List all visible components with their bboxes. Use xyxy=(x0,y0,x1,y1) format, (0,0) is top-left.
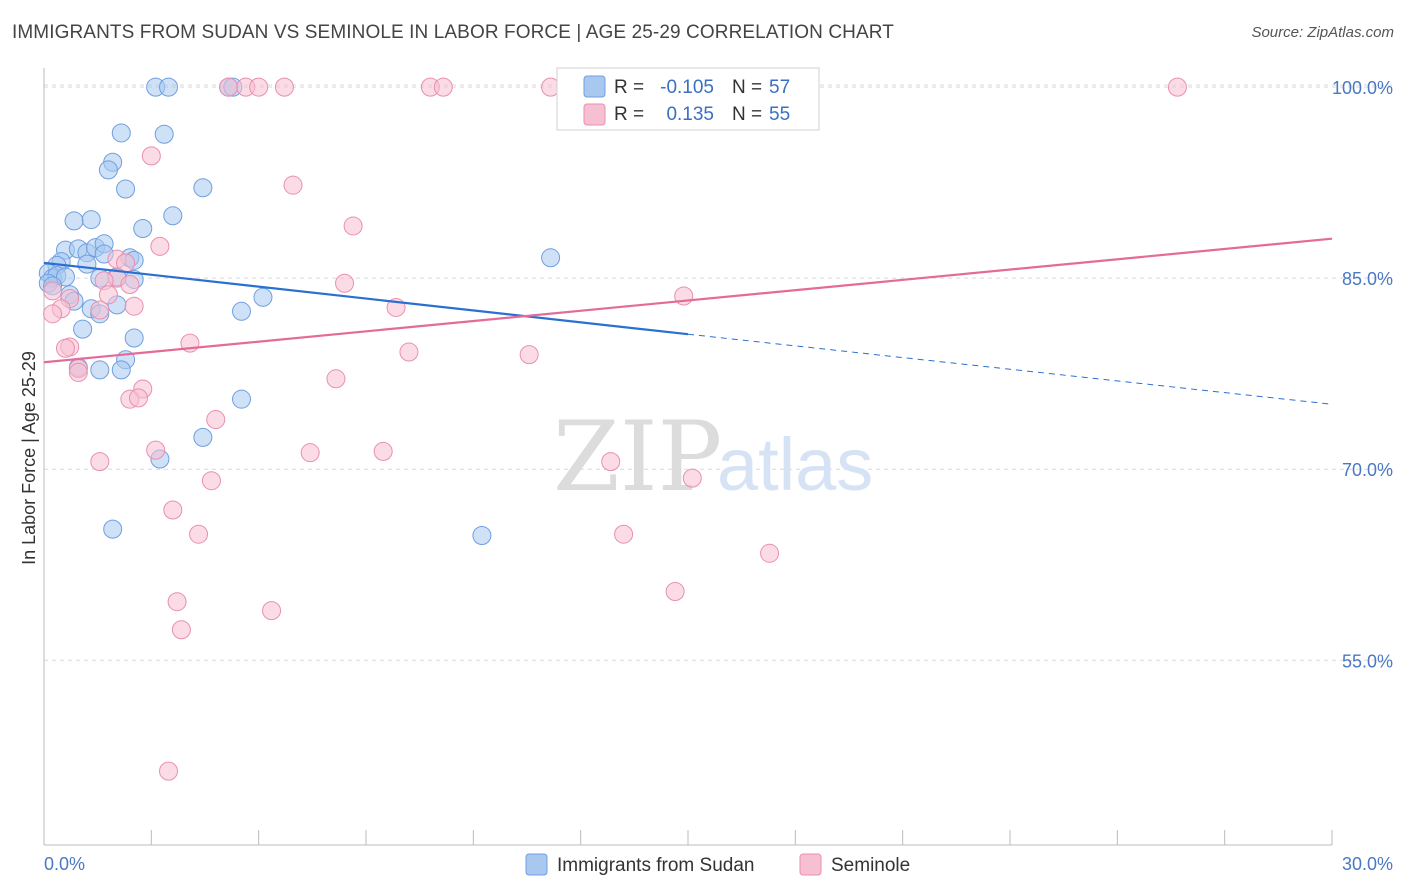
sudan-point xyxy=(154,124,174,144)
sudan-point xyxy=(116,179,136,199)
y-tick-label: 85.0% xyxy=(1342,269,1393,289)
x-tick-label-min: 0.0% xyxy=(44,854,85,874)
watermark: ZIP atlas xyxy=(553,401,873,513)
watermark-zip: ZIP xyxy=(553,401,722,513)
legend-n-value-seminole: 55 xyxy=(769,104,790,125)
trend-line-sudan-extension xyxy=(687,333,1333,405)
seminole-point xyxy=(283,175,303,195)
y-tick-label: 100.0% xyxy=(1332,78,1393,98)
seminole-point xyxy=(55,338,75,358)
legend-r-value-sudan: -0.105 xyxy=(660,77,714,98)
seminole-point xyxy=(249,77,269,97)
legend-n-label-seminole: N = xyxy=(732,104,762,125)
sudan-point xyxy=(231,389,251,409)
sudan-point xyxy=(111,360,131,380)
source-label: Source: ZipAtlas.com xyxy=(1251,24,1394,41)
seminole-point xyxy=(682,468,702,488)
seminole-point xyxy=(163,500,183,520)
sudan-point xyxy=(133,218,153,238)
seminole-point xyxy=(150,236,170,256)
seminole-point xyxy=(201,471,221,491)
seminole-point xyxy=(262,601,282,621)
seminole-point xyxy=(399,342,419,362)
watermark-atlas: atlas xyxy=(717,423,873,506)
seminole-point xyxy=(141,146,161,166)
seminole-point xyxy=(90,452,110,472)
gridlines xyxy=(44,84,1393,661)
bottom-legend-swatch-sudan xyxy=(525,853,548,876)
seminole-point xyxy=(373,441,393,461)
legend-r-label-sudan: R = xyxy=(614,77,644,98)
seminole-point xyxy=(68,362,88,382)
x-ticks xyxy=(43,830,1333,845)
sudan-point xyxy=(124,328,144,348)
bottom-legend-label-seminole: Seminole xyxy=(831,855,910,876)
seminole-point xyxy=(43,304,63,324)
seminole-point xyxy=(300,443,320,463)
y-tick-label: 55.0% xyxy=(1342,651,1393,671)
sudan-point xyxy=(73,319,93,339)
bottom-legend-label-sudan: Immigrants from Sudan xyxy=(557,855,754,876)
sudan-point xyxy=(159,77,179,97)
seminole-point xyxy=(665,582,685,602)
seminole-point xyxy=(433,77,453,97)
sudan-point xyxy=(541,248,561,268)
seminole-point xyxy=(189,524,209,544)
seminole-point xyxy=(167,592,187,612)
seminole-point xyxy=(326,369,346,389)
legend-n-label-sudan: N = xyxy=(732,77,762,98)
seminole-point xyxy=(128,388,148,408)
seminole-point xyxy=(614,524,634,544)
legend-box: R = -0.105 N = 57 R = 0.135 N = 55 xyxy=(556,67,820,131)
trend-lines xyxy=(43,237,1333,405)
trend-line-sudan xyxy=(43,261,689,336)
x-tick-label-max: 30.0% xyxy=(1342,854,1393,874)
seminole-point xyxy=(219,77,239,97)
seminole-point xyxy=(1167,77,1187,97)
sudan-point xyxy=(193,178,213,198)
seminole-point xyxy=(601,452,621,472)
sudan-point xyxy=(103,519,123,539)
sudan-point xyxy=(193,427,213,447)
seminole-point xyxy=(206,410,226,430)
seminole-point xyxy=(335,273,355,293)
bottom-legend: Immigrants from Sudan Seminole xyxy=(525,853,910,876)
sudan-point xyxy=(90,360,110,380)
sudan-point xyxy=(231,301,251,321)
legend-swatch-sudan xyxy=(583,75,606,98)
sudan-point xyxy=(111,123,131,143)
seminole-point xyxy=(519,345,539,365)
sudan-point xyxy=(81,210,101,230)
seminole-point xyxy=(98,285,118,305)
legend-r-label-seminole: R = xyxy=(614,104,644,125)
seminole-point xyxy=(274,77,294,97)
bottom-legend-swatch-seminole xyxy=(799,853,822,876)
seminole-point xyxy=(159,761,179,781)
trend-line-seminole xyxy=(43,237,1333,364)
sudan-point xyxy=(98,160,118,180)
seminole-point xyxy=(43,281,63,301)
y-axis-title: In Labor Force | Age 25-29 xyxy=(19,351,39,565)
legend-r-value-seminole: 0.135 xyxy=(666,104,714,125)
chart-title: IMMIGRANTS FROM SUDAN VS SEMINOLE IN LAB… xyxy=(12,22,894,43)
y-tick-label: 70.0% xyxy=(1342,460,1393,480)
legend-n-value-sudan: 57 xyxy=(769,77,790,98)
sudan-point xyxy=(253,287,273,307)
legend-swatch-seminole xyxy=(583,103,606,126)
seminole-point xyxy=(760,543,780,563)
sudan-point xyxy=(163,206,183,226)
seminole-point xyxy=(124,296,144,316)
series-seminole-points xyxy=(43,77,1187,781)
seminole-point xyxy=(146,440,166,460)
seminole-point xyxy=(343,216,363,236)
seminole-point xyxy=(90,300,110,320)
sudan-point xyxy=(64,211,84,231)
seminole-point xyxy=(171,620,191,640)
sudan-point xyxy=(472,525,492,545)
y-tick-labels: 55.0% 70.0% 85.0% 100.0% xyxy=(1332,78,1393,671)
sudan-point xyxy=(77,254,97,274)
seminole-point xyxy=(120,275,140,295)
